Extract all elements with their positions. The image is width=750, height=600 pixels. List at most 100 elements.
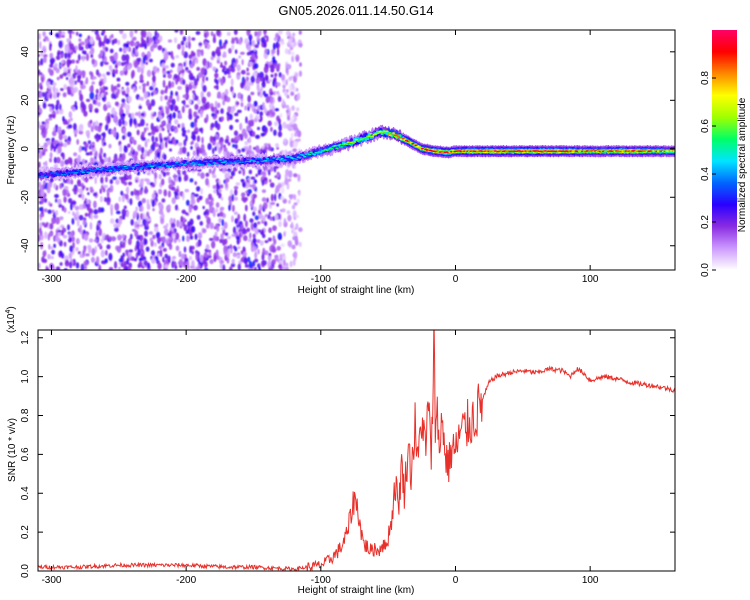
spectrogram-noise-cell	[55, 209, 59, 216]
spectrogram-noise-cell	[78, 187, 83, 194]
spectrogram-noise-cell	[235, 135, 241, 142]
spectrogram-noise-cell	[252, 146, 257, 150]
spectrogram-noise-cell	[167, 73, 172, 79]
spectrogram-noise-cell	[161, 62, 165, 69]
snr-x-tick-label: 0	[453, 575, 459, 586]
spectrogram-noise-cell	[274, 72, 278, 77]
spectrogram-ridge-cell	[164, 164, 168, 168]
spectrogram-noise-cell	[248, 34, 253, 42]
spectrogram-noise-cell	[121, 153, 126, 161]
spectrogram-noise-cell	[80, 41, 85, 46]
spectrogram-noise-cell	[265, 95, 271, 103]
spectrogram-noise-cell	[180, 215, 184, 223]
spectrogram-noise-cell	[188, 113, 193, 120]
spectrogram-noise-cell	[227, 106, 232, 113]
spectrogram-noise-cell	[182, 130, 187, 134]
spectrogram-noise-cell	[114, 203, 120, 211]
spectrogram-noise-cell	[282, 198, 288, 204]
spectrogram-noise-cell	[100, 89, 105, 94]
spectrogram-noise-cell	[267, 214, 271, 220]
spectrogram-noise-cell	[267, 145, 272, 151]
spectrogram-noise-cell	[112, 85, 118, 91]
spectrogram-noise-cell	[38, 234, 41, 242]
snr-frame	[37, 329, 676, 572]
spectrogram-noise-cell	[181, 209, 186, 214]
spectrogram-noise-cell	[237, 213, 241, 221]
spectrogram-noise-cell	[172, 180, 176, 187]
spectrogram-noise-cell	[158, 202, 163, 210]
spectrogram-noise-cell	[183, 99, 186, 106]
spectrogram-noise-cell	[73, 86, 79, 93]
spectrogram-noise-cell	[100, 249, 105, 258]
spectrogram-noise-cell	[41, 196, 44, 205]
spectrogram-ridge-cell	[54, 172, 58, 174]
spectrogram-noise-cell	[123, 205, 127, 210]
spectrogram-ridge-cell	[86, 171, 90, 174]
spectrogram-noise-cell	[222, 51, 227, 57]
spectrogram-noise-cell	[225, 178, 230, 183]
spectrogram-noise-cell	[264, 48, 268, 54]
spectrogram-noise-cell	[140, 146, 145, 154]
spectrogram-noise-cell	[114, 227, 119, 232]
spectrogram-noise-cell	[115, 218, 120, 224]
spectrogram-noise-cell	[104, 196, 107, 202]
spectrogram-noise-cell	[243, 235, 248, 242]
spectrogram-y-tick-label: -20	[20, 190, 31, 205]
spectrogram-noise-cell	[133, 188, 137, 196]
spectrogram-ridge-cell	[146, 165, 150, 168]
spectrogram-ridge-cell	[306, 152, 310, 154]
spectrogram-noise-cell	[82, 219, 87, 226]
spectrogram-noise-cell	[180, 68, 185, 74]
spectrogram-ridge-cell	[47, 174, 51, 177]
spectrogram-ridge-cell	[60, 173, 64, 176]
spectrogram-noise-cell	[256, 239, 261, 244]
spectrogram-noise-cell	[154, 173, 158, 179]
snr-y-tick-label: 0.2	[20, 525, 31, 539]
spectrogram-x-tick-label: 0	[453, 274, 459, 285]
spectrogram-noise-cell	[209, 259, 214, 265]
spectrogram-noise-cell	[132, 210, 138, 218]
spectrogram-noise-cell	[254, 258, 259, 263]
spectrogram-noise-cell	[259, 71, 264, 79]
spectrogram-noise-cell	[215, 202, 220, 208]
spectrogram-noise-cell	[177, 43, 181, 50]
spectrogram-noise-cell	[197, 172, 201, 177]
spectrogram-noise-cell	[113, 223, 118, 229]
spectrogram-noise-cell	[252, 206, 257, 212]
spectrogram-noise-cell	[256, 149, 261, 154]
spectrogram-noise-cell	[38, 104, 41, 108]
spectrogram-noise-cell	[204, 41, 209, 47]
spectrogram-noise-cell	[255, 77, 260, 85]
spectrogram-noise-cell	[115, 179, 120, 185]
spectrogram-noise-cell	[246, 72, 250, 76]
spectrogram-noise-cell	[94, 125, 99, 131]
spectrogram-noise-cell	[127, 46, 132, 52]
spectrogram-noise-cell	[233, 37, 239, 41]
spectrogram-noise-cell	[182, 79, 186, 86]
spectrogram-noise-cell	[215, 79, 219, 85]
spectrogram-noise-cell	[94, 120, 99, 127]
spectrogram-noise-cell	[51, 217, 56, 225]
spectrogram-ridge-cell	[78, 171, 82, 174]
spectrogram-noise-cell	[200, 172, 205, 179]
spectrogram-noise-cell	[38, 161, 41, 169]
spectrogram-noise-cell	[196, 66, 201, 71]
spectrogram-noise-cell	[164, 140, 168, 149]
spectrogram-noise-cell	[281, 208, 286, 213]
spectrogram-noise-cell	[278, 220, 282, 228]
spectrogram-noise-cell	[97, 101, 101, 107]
spectrogram-noise-cell	[165, 171, 170, 176]
spectrogram-noise-cell	[149, 85, 154, 91]
spectrogram-noise-cell	[118, 196, 122, 203]
spectrogram-noise-cell	[135, 206, 139, 212]
spectrogram-noise-cell	[205, 177, 209, 186]
spectrogram-noise-cell	[281, 98, 285, 106]
spectrogram-noise-cell	[75, 247, 79, 252]
spectrogram-noise-cell	[264, 213, 269, 218]
spectrogram-noise-cell	[125, 81, 130, 86]
spectrogram-noise-cell	[292, 210, 297, 218]
spectrogram-noise-cell	[96, 224, 99, 232]
spectrogram-noise-cell	[71, 200, 77, 205]
spectrogram-noise-cell	[292, 148, 297, 153]
spectrogram-noise-cell	[67, 124, 73, 129]
